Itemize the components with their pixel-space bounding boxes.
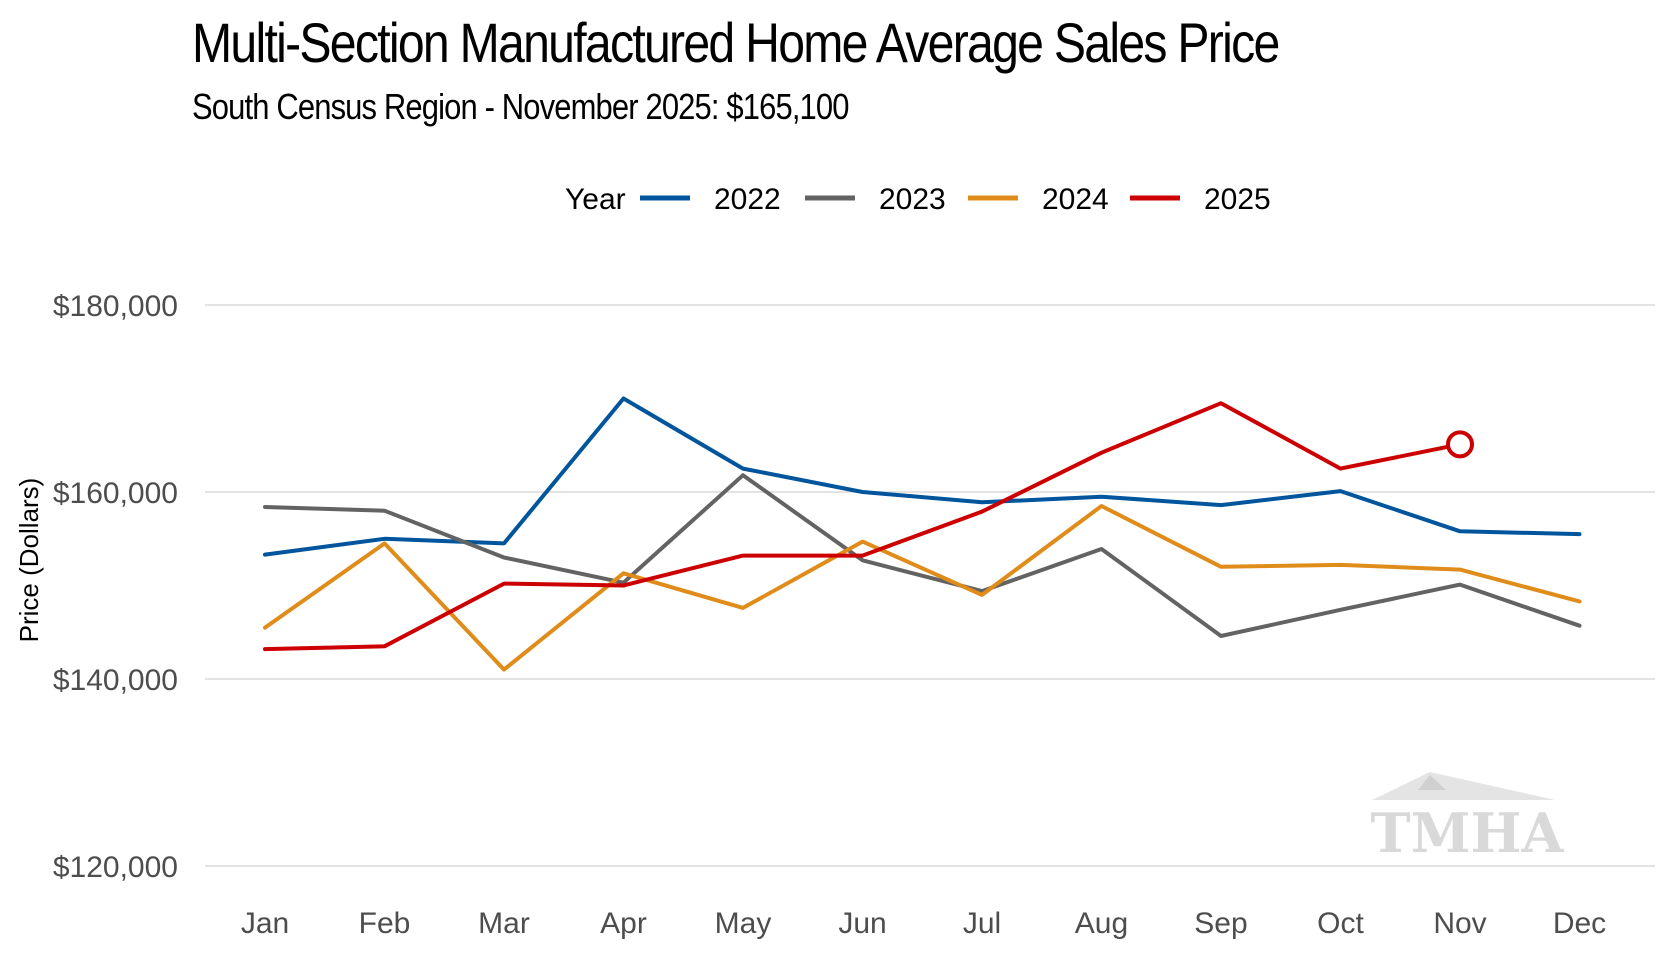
- chart-title: Multi-Section Manufactured Home Average …: [192, 11, 1280, 74]
- y-axis-title: Price (Dollars): [14, 478, 44, 643]
- y-tick-label: $180,000: [53, 290, 178, 323]
- legend-title: Year: [565, 183, 626, 216]
- x-tick-label: Nov: [1433, 907, 1486, 940]
- series-line-2022: [263, 396, 1582, 557]
- legend-label-2022: 2022: [714, 183, 781, 216]
- x-axis-tick-labels: Jan Feb Mar Apr May Jun Jul Aug Sep Oct Nov Dec: [241, 907, 1606, 940]
- legend-label-2023: 2023: [879, 183, 946, 216]
- x-tick-label: Oct: [1317, 907, 1364, 940]
- watermark-star-shape: [1418, 775, 1446, 790]
- x-tick-label: May: [715, 907, 772, 940]
- chart-subtitle: South Census Region - November 2025: $16…: [192, 86, 849, 127]
- y-tick-label: $120,000: [53, 851, 178, 884]
- x-tick-label: Jul: [963, 907, 1001, 940]
- y-tick-label: $140,000: [53, 664, 178, 697]
- x-tick-label: Jun: [838, 907, 886, 940]
- x-tick-label: Mar: [478, 907, 530, 940]
- legend-label-2025: 2025: [1204, 183, 1271, 216]
- tmha-watermark-logo: TMHA: [1371, 772, 1565, 865]
- x-tick-label: Feb: [359, 907, 411, 940]
- y-tick-label: $160,000: [53, 477, 178, 510]
- series-lines: [263, 396, 1582, 672]
- watermark-text: TMHA: [1371, 801, 1565, 865]
- highlight-point-marker: [1446, 430, 1474, 459]
- x-tick-label: Dec: [1553, 907, 1606, 940]
- y-axis-tick-labels: $120,000 $140,000 $160,000 $180,000: [53, 290, 178, 884]
- x-tick-label: Apr: [600, 907, 647, 940]
- legend: Year 2022 2023 2024 2025: [565, 183, 1271, 216]
- series-line-2024: [263, 504, 1582, 672]
- legend-label-2024: 2024: [1042, 183, 1109, 216]
- series-line-2023: [263, 473, 1582, 638]
- series-line-2025: [263, 401, 1462, 652]
- x-tick-label: Sep: [1194, 907, 1247, 940]
- x-tick-label: Jan: [241, 907, 289, 940]
- watermark-roof: [1372, 772, 1555, 800]
- gridlines: [205, 304, 1655, 867]
- x-tick-label: Aug: [1075, 907, 1128, 940]
